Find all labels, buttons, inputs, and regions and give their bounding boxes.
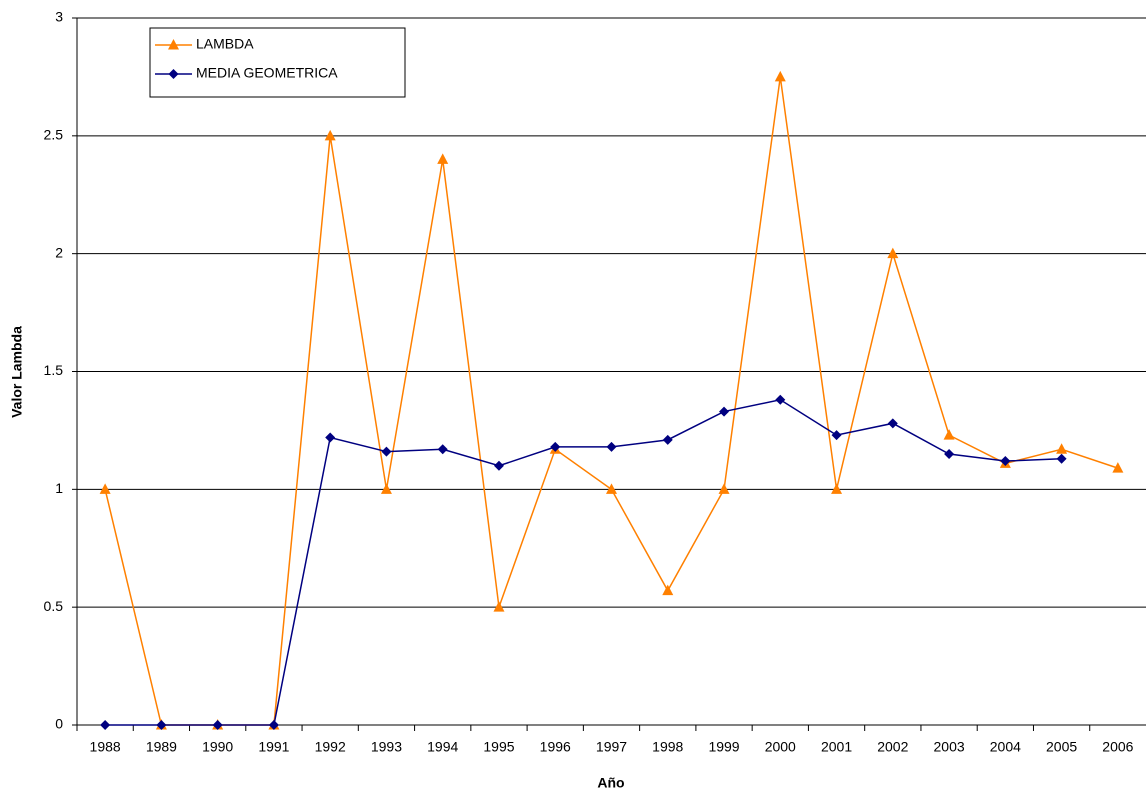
x-tick-label: 2004 <box>990 739 1021 755</box>
y-tick-label: 0.5 <box>44 598 64 614</box>
data-point <box>718 483 730 494</box>
data-point <box>212 720 223 730</box>
y-tick-label: 2 <box>55 244 63 260</box>
data-point <box>887 418 898 429</box>
legend-label: MEDIA GEOMETRICA <box>196 65 338 81</box>
data-point <box>1000 456 1011 467</box>
data-point <box>1056 453 1067 464</box>
x-tick-label: 2001 <box>821 739 852 755</box>
data-point <box>1112 462 1124 473</box>
legend-marker <box>168 69 179 79</box>
data-point <box>943 429 955 440</box>
y-tick-label: 1.5 <box>44 362 64 378</box>
y-tick-label: 1 <box>55 480 63 496</box>
series-line <box>105 398 1062 726</box>
data-point <box>606 441 617 452</box>
data-point <box>437 153 449 164</box>
data-point <box>324 129 336 141</box>
data-point <box>380 483 392 494</box>
x-tick-label: 1998 <box>652 739 683 755</box>
data-point <box>268 720 279 730</box>
y-tick-label: 2.5 <box>44 127 64 143</box>
legend-marker <box>168 39 179 50</box>
x-tick-label: 1997 <box>596 739 627 755</box>
data-point <box>437 444 448 455</box>
legend-label: LAMBDA <box>196 36 254 52</box>
data-point <box>774 70 786 82</box>
data-point <box>606 483 617 494</box>
data-point <box>887 247 899 259</box>
x-tick-label: 1996 <box>540 739 571 755</box>
legend-box <box>149 27 406 98</box>
data-point <box>156 720 167 730</box>
data-point <box>719 406 730 417</box>
data-point <box>550 441 561 452</box>
data-point <box>1056 443 1068 454</box>
x-tick-label: 1999 <box>708 739 739 755</box>
y-tick-label: 0 <box>55 716 63 732</box>
x-tick-label: 2003 <box>934 739 965 755</box>
x-tick-label: 1991 <box>258 739 289 755</box>
data-point <box>99 483 111 494</box>
y-tick-label: 3 <box>55 9 63 25</box>
x-tick-label: 1993 <box>371 739 402 755</box>
x-tick-label: 1989 <box>146 739 177 755</box>
data-point <box>831 483 843 494</box>
series-line <box>104 76 1119 726</box>
y-axis-label: Valor Lambda <box>9 326 25 418</box>
data-point <box>493 601 505 612</box>
x-axis-label: Año <box>597 775 624 791</box>
data-point <box>100 720 111 730</box>
data-point <box>493 460 504 471</box>
x-tick-label: 2006 <box>1102 739 1133 755</box>
data-point <box>662 584 674 596</box>
x-tick-label: 1992 <box>315 739 346 755</box>
data-point <box>662 434 673 445</box>
x-tick-label: 2002 <box>877 739 908 755</box>
x-tick-label: 2000 <box>765 739 796 755</box>
x-tick-label: 1990 <box>202 739 233 755</box>
x-tick-label: 1995 <box>483 739 514 755</box>
data-point <box>831 430 842 441</box>
x-tick-label: 1994 <box>427 739 458 755</box>
data-point <box>381 446 392 457</box>
data-point <box>775 394 786 405</box>
x-tick-label: 2005 <box>1046 739 1077 755</box>
x-tick-label: 1988 <box>90 739 121 755</box>
data-point <box>944 448 955 459</box>
data-point <box>325 432 336 443</box>
